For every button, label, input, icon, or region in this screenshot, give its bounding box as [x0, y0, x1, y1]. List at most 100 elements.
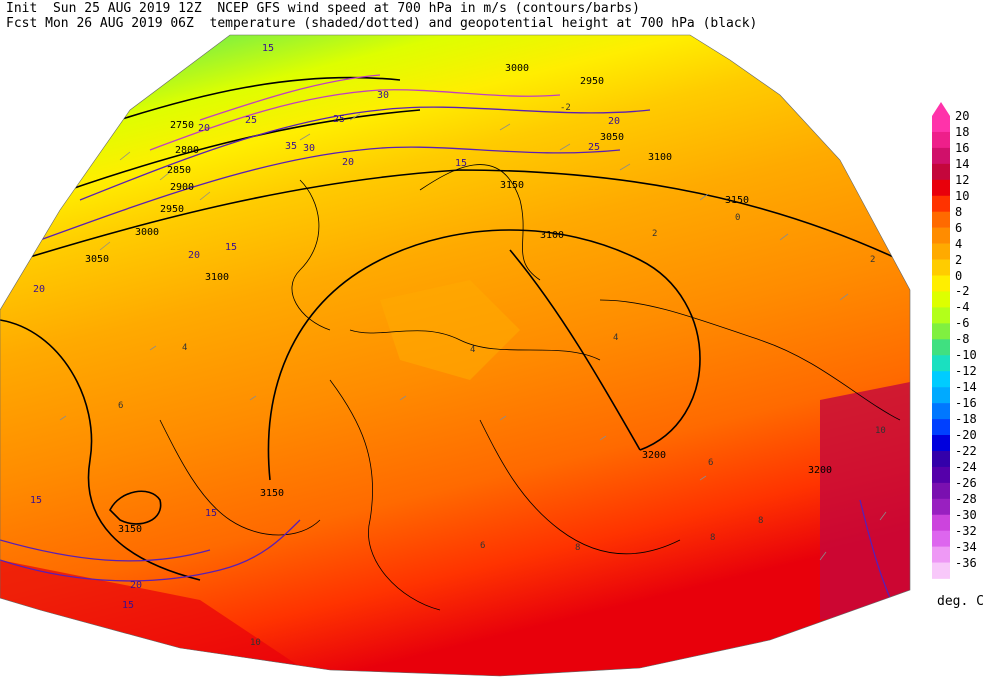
coastline-iberia-france [329, 379, 441, 611]
colorbar-swatch [932, 147, 950, 165]
colorbar-label: -18 [955, 412, 977, 427]
height-label: 3150 [725, 195, 749, 206]
coastline-scandinavia [419, 164, 541, 281]
wind-barbs [59, 113, 887, 561]
height-label: 3100 [540, 230, 564, 241]
colorbar-swatch [932, 514, 950, 531]
temp-label: 8 [575, 543, 580, 553]
colorbar-swatch [932, 355, 950, 372]
colorbar-swatch [932, 562, 950, 579]
temp-label: 10 [875, 426, 886, 436]
temp-label: -2 [560, 103, 571, 113]
colorbar-swatch [932, 466, 950, 484]
colorbar-swatch [932, 275, 950, 292]
height-label: 2850 [167, 165, 191, 176]
map-frame [0, 34, 911, 677]
colorbar-swatch [932, 227, 950, 244]
border-east [599, 299, 901, 421]
colorbar-label: 0 [955, 268, 963, 283]
wind-label: 15 [205, 508, 217, 519]
colorbar-swatch [932, 403, 950, 420]
temp-label: 6 [708, 458, 713, 468]
wind-contour-25 [149, 89, 561, 151]
map-content [0, 35, 910, 676]
colorbar [932, 102, 950, 579]
wind-contour-20 [79, 106, 651, 201]
colorbar-label: -26 [955, 475, 977, 490]
temp-label: 4 [470, 345, 475, 355]
temperature-labels: 2 4 6 8 10 0 -2 4 6 2 8 4 6 8 10 [118, 103, 886, 648]
coastline-britain [291, 179, 331, 331]
temp-label: 10 [250, 638, 261, 648]
wind-contour-15-south [0, 519, 301, 582]
height-label: 3050 [600, 132, 624, 143]
wind-label: 25 [588, 142, 600, 153]
wind-label: 35 [285, 141, 297, 152]
colorbar-label: 16 [955, 140, 970, 155]
temp-label: 4 [182, 343, 187, 353]
height-contour-3150-central [267, 229, 701, 481]
wind-contours [0, 74, 901, 621]
coastline-west [159, 419, 321, 536]
height-label: 3100 [648, 152, 672, 163]
wind-label: 20 [342, 157, 354, 168]
colorbar-label: -28 [955, 491, 977, 506]
colorbar-swatch [932, 323, 950, 340]
wind-barb-sample [59, 113, 887, 561]
height-contour-3100-low [109, 490, 162, 525]
colorbar-label: 20 [955, 109, 970, 123]
height-label: 3100 [205, 272, 229, 283]
height-label: 3000 [505, 63, 529, 74]
height-label: 2950 [160, 204, 184, 215]
colorbar-swatch [932, 339, 950, 356]
colorbar-label: -22 [955, 443, 977, 458]
height-label: 3200 [808, 465, 832, 476]
colorbar-swatch [932, 243, 950, 260]
colorbar-swatch [932, 291, 950, 308]
height-label: 3200 [642, 450, 666, 461]
colorbar-swatch [932, 211, 950, 228]
wind-label: 20 [198, 123, 210, 134]
colorbar-label: -34 [955, 539, 977, 554]
wind-label: 25 [333, 114, 345, 125]
height-label: 3150 [500, 180, 524, 191]
colorbar-label: 8 [955, 204, 963, 219]
colorbar-swatch [932, 163, 950, 181]
wind-label: 20 [188, 250, 200, 261]
colorbar-label: 10 [955, 188, 970, 203]
height-contour-3100 [19, 169, 901, 261]
colorbar-label: 6 [955, 220, 963, 235]
wind-label: 15 [122, 600, 134, 611]
colorbar-swatch [932, 435, 950, 452]
height-label: 2750 [170, 120, 194, 131]
colorbar-label: -14 [955, 380, 977, 395]
wind-label: 15 [30, 495, 42, 506]
height-contour-3200 [509, 249, 641, 451]
colorbar-label: 12 [955, 172, 970, 187]
colorbar-label: -12 [955, 364, 977, 379]
temp-label: 6 [118, 401, 123, 411]
height-contour-3150-west [0, 319, 201, 581]
wind-labels: 15 20 25 30 35 20 25 30 15 20 15 20 25 1… [30, 43, 620, 611]
colorbar-label: 4 [955, 236, 963, 251]
wind-label: 15 [225, 242, 237, 253]
colorbar-swatch [932, 546, 950, 563]
height-label: 3050 [85, 254, 109, 265]
colorbar-label: -20 [955, 428, 977, 442]
colorbar-label: 2 [955, 252, 963, 267]
colorbar-swatch [932, 371, 950, 388]
temp-label: 4 [613, 333, 618, 343]
wind-label: 30 [377, 90, 389, 101]
border-central [349, 329, 601, 361]
colorbar-label: 14 [955, 156, 970, 171]
colorbar-label: -36 [955, 555, 977, 570]
colorbar-label: -16 [955, 396, 977, 411]
colorbar-arrow [932, 102, 950, 116]
height-label: 2900 [170, 182, 194, 193]
country-borders [159, 164, 901, 611]
header-forecast-line: Fcst Mon 26 AUG 2019 06Z temperature (sh… [6, 16, 758, 31]
colorbar-swatch [932, 195, 950, 212]
height-labels: 2750 2800 2850 2900 2950 3000 3050 3100 … [85, 63, 832, 535]
colorbar-label: 18 [955, 124, 970, 139]
